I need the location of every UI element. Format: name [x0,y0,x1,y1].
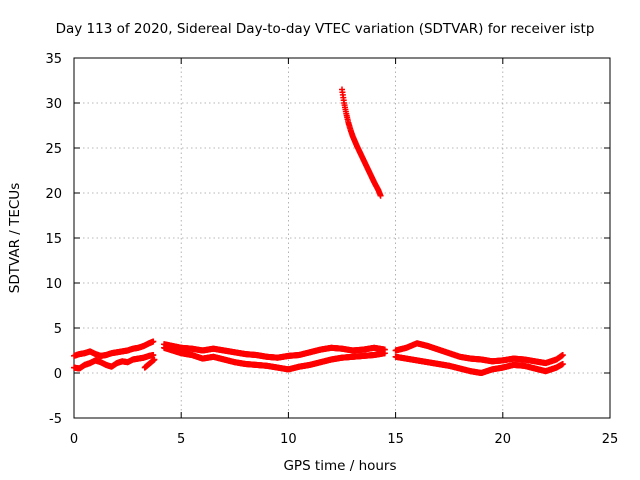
y-tick-label: 5 [54,322,62,337]
x-tick-label: 10 [280,432,297,447]
axis-tick-labels: 0 5 10 15 20 25 -5 0 5 10 15 20 25 30 35 [45,52,618,447]
data-point [377,192,384,199]
x-tick-label: 25 [602,432,619,447]
x-tick-label: 20 [495,432,512,447]
x-tick-label: 5 [177,432,185,447]
data-point [559,361,566,367]
data-point [381,346,388,353]
y-tick-label: 20 [45,187,62,202]
data-point [151,356,158,363]
chart-title: Day 113 of 2020, Sidereal Day-to-day VTE… [56,21,595,37]
x-axis-title: GPS time / hours [283,458,396,474]
data-points [71,86,566,376]
y-tick-label: 10 [45,277,62,292]
x-tick-label: 15 [387,432,404,447]
y-axis-title: SDTVAR / TECUs [7,183,23,293]
grid [74,58,610,418]
y-tick-label: 30 [45,97,62,112]
data-point [559,352,566,358]
y-tick-label: 35 [45,52,62,67]
y-tick-label: 0 [54,367,62,382]
y-tick-label: 25 [45,142,62,157]
axis-ticks [73,57,611,419]
data-point [150,338,157,345]
x-tick-label: 0 [70,432,78,447]
y-tick-label: -5 [49,412,62,427]
y-tick-label: 15 [45,232,62,247]
